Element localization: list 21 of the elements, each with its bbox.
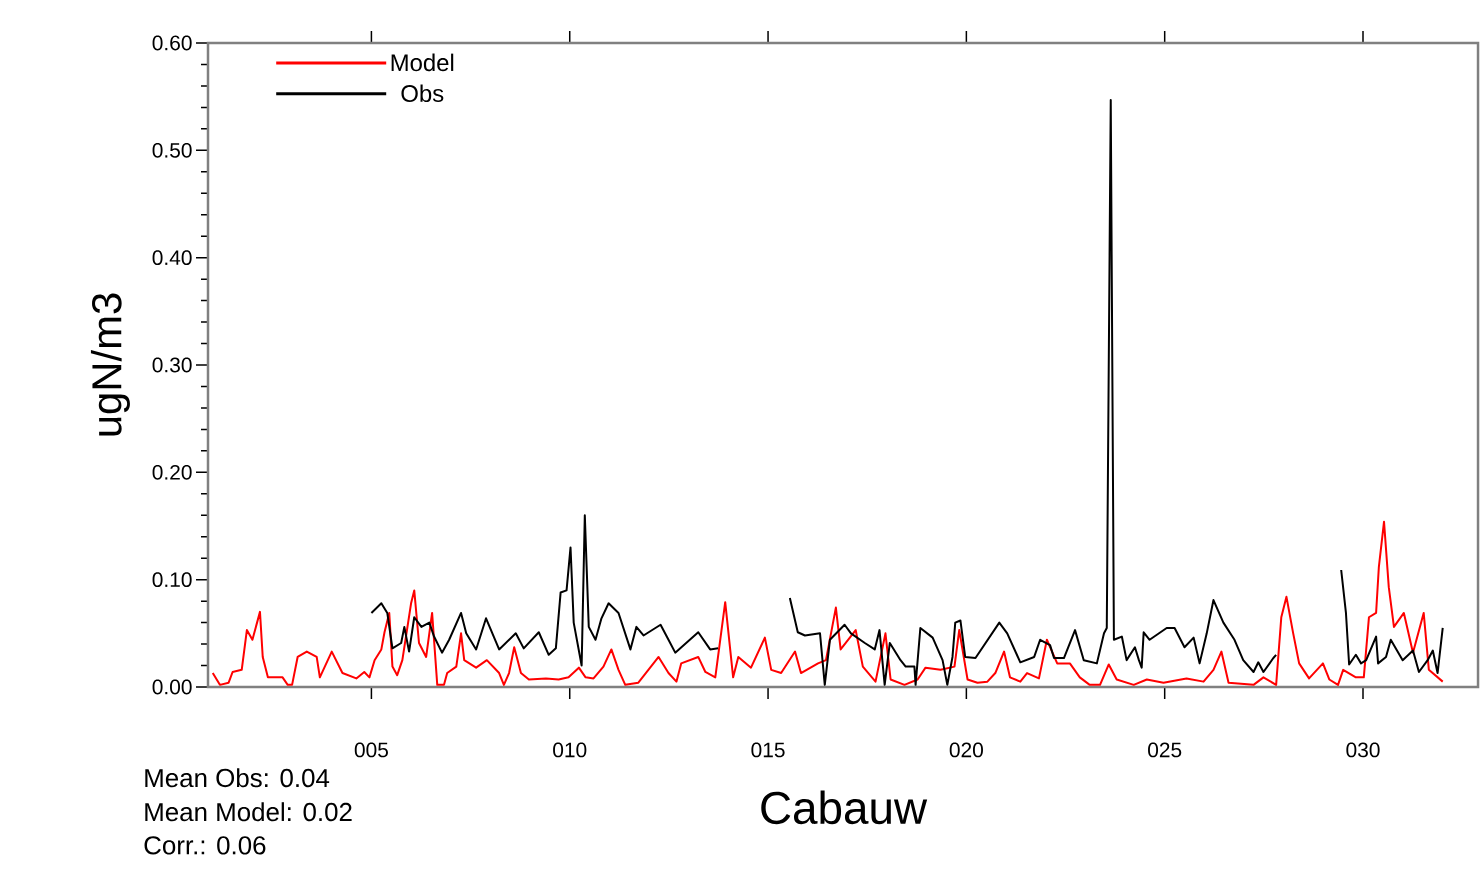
text: Corr.: 0.06 (144, 836, 266, 855)
y-tick-label: 0.00 (152, 679, 192, 695)
y-tick-label: 0.30 (152, 357, 192, 373)
x-tick-label: 010 (553, 742, 587, 758)
legend-label: Obs (401, 84, 444, 102)
text: Mean Model: 0.02 (145, 802, 352, 822)
y-tick-label: 0.10 (152, 572, 192, 588)
y-axis-title: ugN/m3 (90, 293, 130, 436)
line-series (211, 520, 1444, 686)
y-tick-label: 0.60 (152, 35, 192, 51)
x-tick-label: 025 (1148, 742, 1182, 758)
x-tick-label: 005 (354, 742, 388, 758)
y-tick-label: 0.40 (152, 250, 192, 266)
x-tick-label: 015 (751, 742, 785, 758)
text: Mean Obs: 0.04 (145, 768, 330, 788)
x-tick-label: 020 (949, 742, 983, 758)
y-tick-label: 0.50 (152, 142, 192, 158)
x-axis-title: Cabauw (761, 790, 928, 825)
x-tick-label: 030 (1346, 742, 1380, 758)
y-tick-label: 0.20 (152, 464, 192, 480)
legend-label: Model (391, 53, 454, 72)
